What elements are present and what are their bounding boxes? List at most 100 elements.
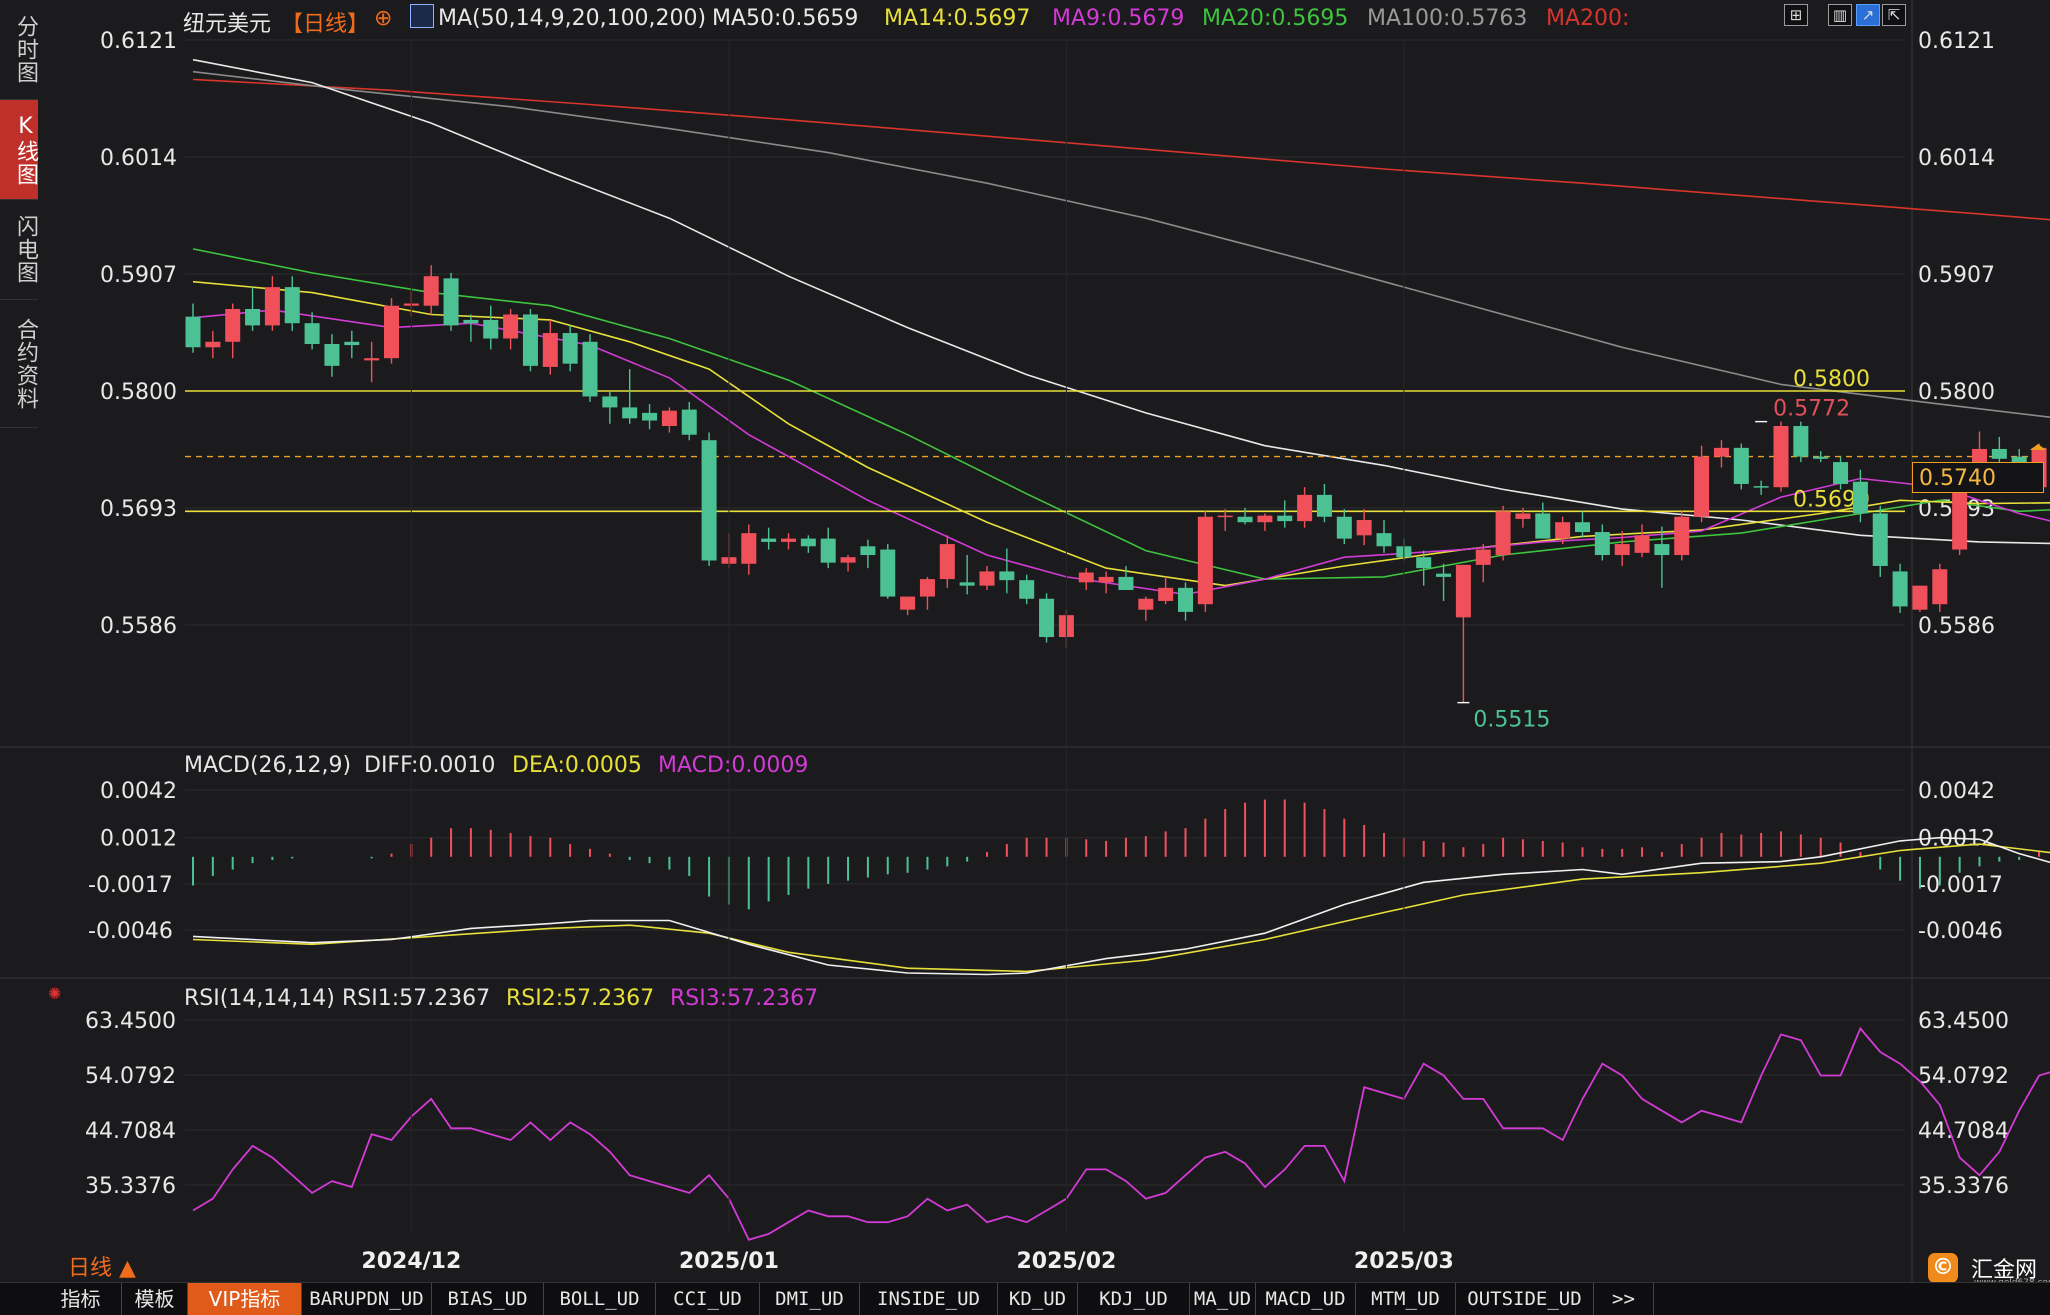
candle-body <box>1872 513 1888 566</box>
candle-body <box>642 412 658 421</box>
candle-body <box>205 341 221 348</box>
candle-body <box>1852 481 1868 514</box>
rsi-settings-icon[interactable]: ✺ <box>48 984 62 1003</box>
candle-body <box>1078 572 1094 583</box>
rsi-y-tick-right: 63.4500 <box>1918 1009 2009 1034</box>
period-tag[interactable]: 【日线】 <box>281 12 370 37</box>
main-y-tick-right: 0.5800 <box>1918 380 1995 405</box>
indicator-tab-outside-ud[interactable]: OUTSIDE_UD <box>1456 1283 1594 1315</box>
candle-body <box>1158 587 1174 601</box>
candle-body <box>761 538 777 542</box>
candle-body <box>1614 544 1630 556</box>
candle-body <box>602 396 618 408</box>
candle-body <box>1237 516 1253 523</box>
indicator-tab--[interactable]: 指标 <box>40 1283 122 1315</box>
indicator-tab-kdj-ud[interactable]: KDJ_UD <box>1078 1283 1190 1315</box>
grid-settings-icon[interactable]: ⊞ <box>1784 4 1808 26</box>
indicator-tab-boll-ud[interactable]: BOLL_UD <box>544 1283 656 1315</box>
candle-body <box>1694 456 1710 517</box>
macd-y-tick-left: 0.0042 <box>100 779 177 804</box>
candle-body <box>185 316 201 348</box>
candle-body <box>1316 494 1332 517</box>
candle-body <box>542 333 558 367</box>
ma9-value: MA9:0.5679 <box>1052 6 1185 31</box>
candle-body <box>443 278 459 326</box>
draw-tool-icon[interactable]: ↗ <box>1856 4 1880 26</box>
candle-body <box>463 319 479 324</box>
macd-diff-value: DIFF:0.0010 <box>364 753 496 778</box>
rsi-y-tick-right: 35.3376 <box>1918 1174 2009 1199</box>
logo-icon: © <box>1928 1253 1958 1283</box>
chart-area[interactable]: 0.6121 0.6121 0.6014 0.6014 0.5907 0.5907 0.58… <box>0 0 2050 1282</box>
candle-body <box>304 323 320 344</box>
candle-body <box>245 308 261 326</box>
indicator-tab-bias-ud[interactable]: BIAS_UD <box>432 1283 544 1315</box>
low-label: 0.5515 <box>1473 708 1550 733</box>
main-y-tick-right: 0.5907 <box>1918 263 1995 288</box>
candle-body <box>364 358 380 361</box>
candle-body <box>840 557 856 563</box>
candle-body <box>1753 486 1769 488</box>
indicator-tab--[interactable]: 模板 <box>122 1283 188 1315</box>
candle-body <box>979 571 995 586</box>
candle-body <box>1277 515 1293 522</box>
macd-diff-line <box>192 836 2050 976</box>
candle-body <box>1892 571 1908 607</box>
main-y-tick-right: 0.6121 <box>1918 29 1995 54</box>
rsi-params: RSI(14,14,14) <box>184 986 335 1011</box>
tab-timeshare[interactable]: 分时图 <box>0 0 38 100</box>
indicator-tab-kd-ud[interactable]: KD_UD <box>998 1283 1078 1315</box>
indicator-tab-barupdn-ud[interactable]: BARUPDN_UD <box>302 1283 432 1315</box>
indicator-tab-macd-ud[interactable]: MACD_UD <box>1256 1283 1356 1315</box>
candle-body <box>1356 520 1372 536</box>
ma14-value: MA14:0.5697 <box>884 6 1031 31</box>
candle-body <box>1634 535 1650 553</box>
indicator-tab--[interactable]: >> <box>1594 1283 1654 1315</box>
candle-body <box>423 276 439 306</box>
indicator-tab-mtm-ud[interactable]: MTM_UD <box>1356 1283 1456 1315</box>
candle-body <box>284 287 300 324</box>
rsi-y-tick-left: 63.4500 <box>85 1009 176 1034</box>
candle-body <box>701 440 717 561</box>
indicator-tab-vip-[interactable]: VIP指标 <box>188 1283 302 1315</box>
candle-body <box>1257 515 1273 523</box>
main-y-tick-right: 0.6014 <box>1918 146 1995 171</box>
ma50-line <box>192 58 2050 545</box>
indicator-tab-cci-ud[interactable]: CCI_UD <box>656 1283 760 1315</box>
crosshair-icon[interactable]: ⊕ <box>374 6 393 31</box>
indicator-tab-inside-ud[interactable]: INSIDE_UD <box>860 1283 998 1315</box>
candle-body <box>1297 494 1313 522</box>
indicator-tab-dmi-ud[interactable]: DMI_UD <box>760 1283 860 1315</box>
main-y-tick-left: 0.5907 <box>100 263 177 288</box>
x-tick-label: 2024/12 <box>361 1249 461 1274</box>
ma-params: MA(50,14,9,20,100,200) <box>438 6 707 31</box>
candle-body <box>1138 598 1154 610</box>
candle-body <box>1594 532 1610 556</box>
tab-lightning[interactable]: 闪电图 <box>0 200 38 300</box>
candle-body <box>1118 576 1134 591</box>
candle-body <box>1793 425 1809 457</box>
indicator-toolbar: 指标 模板 VIP指标 BARUPDN_UD BIAS_UD BOLL_UD CCI_UD D… <box>0 1282 2050 1315</box>
macd-y-tick-left: -0.0046 <box>88 919 173 944</box>
rsi3-value: RSI3:57.2367 <box>670 986 819 1011</box>
indicator-chart-icon[interactable] <box>410 4 434 28</box>
period-switch[interactable]: 日线 ▲ <box>68 1256 136 1281</box>
candle-body <box>1515 513 1531 519</box>
macd-params: MACD(26,12,9) <box>184 753 352 778</box>
candle-body <box>939 544 955 580</box>
ma200-line <box>192 78 2050 221</box>
layout-icon[interactable]: ▥ <box>1828 4 1852 26</box>
symbol-name: 纽元美元 <box>183 12 272 37</box>
tab-contract-info[interactable]: 合约资料 <box>0 300 38 428</box>
ma20-value: MA20:0.5695 <box>1202 6 1349 31</box>
indicator-tab-ma-ud[interactable]: MA_UD <box>1190 1283 1256 1315</box>
macd-y-tick-left: 0.0012 <box>100 827 177 852</box>
candle-body <box>1416 557 1432 569</box>
candle-body <box>1197 516 1213 605</box>
candle-body <box>1952 476 1968 550</box>
main-y-tick-left: 0.6121 <box>100 29 177 54</box>
fullscreen-icon[interactable]: ⇱ <box>1882 4 1906 26</box>
tab-kline[interactable]: K线图 <box>0 100 38 200</box>
candle-body <box>661 410 677 426</box>
logo-name: 汇金网 <box>1971 1258 2038 1283</box>
